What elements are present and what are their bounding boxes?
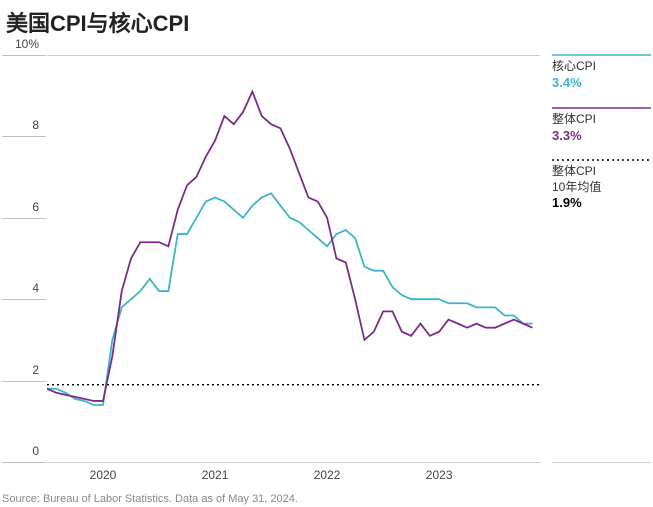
ytick-label: 2 xyxy=(0,363,39,377)
ytick-line xyxy=(2,136,46,137)
xtick-label: 2023 xyxy=(426,468,453,482)
chart-root: { "title": "美国CPI与核心CPI", "title_fontsiz… xyxy=(0,0,653,507)
legend-label: 整体CPI 10年均值 xyxy=(552,164,651,195)
ytick-line xyxy=(2,299,46,300)
ytick-label: 6 xyxy=(0,200,39,214)
source-text: Source: Bureau of Labor Statistics. Data… xyxy=(2,493,298,505)
xtick-label: 2022 xyxy=(314,468,341,482)
plot-border xyxy=(47,55,540,56)
ytick-label: 4 xyxy=(0,281,39,295)
legend-baseline xyxy=(552,462,651,463)
ytick-line xyxy=(2,462,46,463)
legend-item: 整体CPI3.3% xyxy=(552,112,651,144)
legend-value: 3.4% xyxy=(552,75,651,92)
xtick-label: 2020 xyxy=(90,468,117,482)
ytick-line xyxy=(2,55,46,56)
plot-border xyxy=(47,462,540,463)
legend-label: 核心CPI xyxy=(552,59,651,75)
ytick-line xyxy=(2,218,46,219)
legend-item: 核心CPI3.4% xyxy=(552,59,651,91)
legend-item: 整体CPI 10年均值1.9% xyxy=(552,164,651,212)
series-headline_cpi xyxy=(47,92,532,401)
legend-value: 1.9% xyxy=(552,195,651,212)
ytick-label: 8 xyxy=(0,118,39,132)
ytick-label: 10% xyxy=(0,37,39,51)
legend-value: 3.3% xyxy=(552,128,651,145)
xtick-label: 2021 xyxy=(202,468,229,482)
legend-label: 整体CPI xyxy=(552,112,651,128)
ytick-line xyxy=(2,381,46,382)
ytick-label: 0 xyxy=(0,444,39,458)
